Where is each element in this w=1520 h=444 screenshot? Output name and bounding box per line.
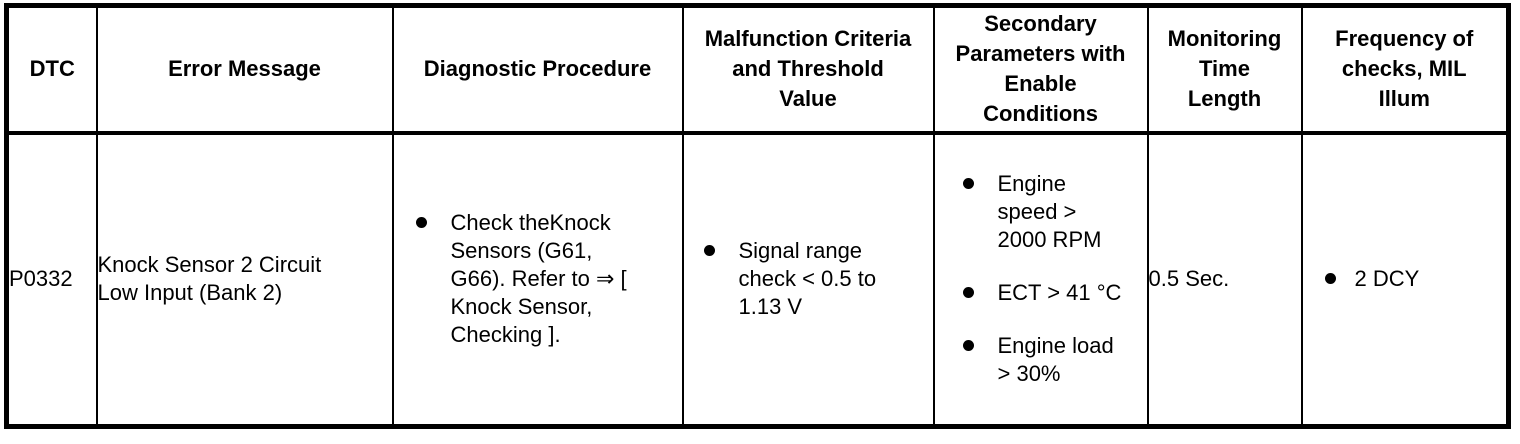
diagnostic-procedure-cell: Check theKnock Sensors (G61, G66). Refer… (391, 131, 684, 428)
monitoring-time-cell: 0.5 Sec. (1146, 131, 1303, 428)
column-header-malfunction-criteria: Malfunction Criteria and Threshold Value (681, 4, 935, 135)
bullet-icon (703, 245, 715, 257)
secondary-parameters-cell: Engine speed > 2000 RPM ECT > 41 °C Engi… (932, 131, 1149, 428)
list-item-text: Engine speed > 2000 RPM (997, 171, 1102, 253)
column-header-error-message: Error Message (95, 4, 394, 135)
monitoring-time-text: 0.5 Sec. (1148, 266, 1230, 292)
list-item-text: Engine load > 30% (997, 333, 1114, 387)
bullet-icon (962, 178, 974, 190)
column-header-label: Error Message (168, 56, 321, 82)
dtc-code: P0332 (9, 266, 73, 292)
list-item-text: Signal range check < 0.5 to 1.13 V (738, 238, 877, 320)
bullet-icon (962, 340, 974, 352)
frequency-of-checks-cell: 2 DCY (1300, 131, 1510, 428)
error-message-cell: Knock Sensor 2 Circuit Low Input (Bank 2… (95, 131, 394, 428)
malfunction-criteria-cell: Signal range check < 0.5 to 1.13 V (681, 131, 935, 428)
list-item: ECT > 41 °C (936, 279, 1146, 307)
list-item-text: ECT > 41 °C (997, 280, 1122, 306)
dtc-diagnostic-table: DTC Error Message Diagnostic Procedure M… (4, 3, 1511, 429)
list-item: Engine speed > 2000 RPM (936, 170, 1146, 254)
list-item: Engine load > 30% (936, 332, 1146, 388)
dtc-cell: P0332 (5, 131, 98, 428)
list-item-text: Check theKnock Sensors (G61, G66). Refer… (450, 210, 627, 348)
list-item: Signal range check < 0.5 to 1.13 V (685, 237, 932, 321)
column-header-dtc: DTC (5, 4, 98, 135)
list-item-text: 2 DCY (1354, 266, 1420, 292)
column-header-diagnostic-procedure: Diagnostic Procedure (391, 4, 684, 135)
column-header-label: DTC (29, 56, 75, 82)
list-item: Check theKnock Sensors (G61, G66). Refer… (395, 209, 681, 349)
column-header-frequency-of-checks: Frequency of checks, MIL Illum (1300, 4, 1510, 135)
column-header-label: Malfunction Criteria and Threshold Value (704, 26, 912, 112)
list-item: 2 DCY (1304, 265, 1507, 293)
header-row: DTC Error Message Diagnostic Procedure M… (5, 4, 1510, 135)
column-header-secondary-parameters: Secondary Parameters with Enable Conditi… (932, 4, 1149, 135)
table-row: P0332 Knock Sensor 2 Circuit Low Input (… (5, 131, 1510, 428)
column-header-label: Diagnostic Procedure (423, 56, 652, 82)
column-header-label: Frequency of checks, MIL Illum (1335, 26, 1474, 112)
bullet-icon (962, 287, 974, 299)
column-header-label: Monitoring Time Length (1167, 26, 1282, 112)
bullet-icon (415, 217, 427, 229)
column-header-monitoring-time: Monitoring Time Length (1146, 4, 1303, 135)
error-message-text: Knock Sensor 2 Circuit Low Input (Bank 2… (97, 252, 322, 306)
bullet-icon (1324, 273, 1336, 285)
column-header-label: Secondary Parameters with Enable Conditi… (955, 11, 1126, 127)
